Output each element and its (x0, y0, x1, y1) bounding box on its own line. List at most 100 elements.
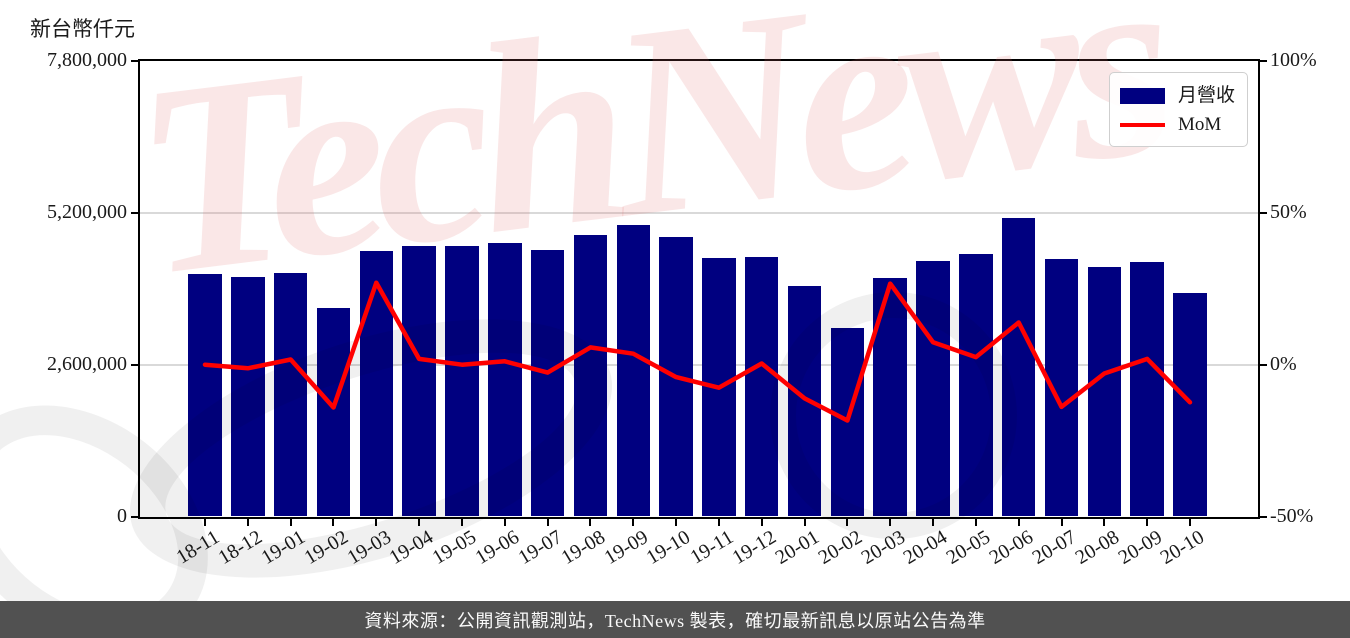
x-tick-label-19-11: 19-11 (686, 525, 738, 569)
x-tick (332, 518, 335, 526)
bar-20-01 (787, 285, 822, 517)
bar-20-05 (959, 254, 993, 517)
left-tick-label: 5,200,000 (47, 200, 127, 223)
bar-19-07 (530, 250, 565, 517)
bar-19-02 (316, 307, 351, 517)
legend-bar-swatch (1120, 88, 1165, 104)
legend-item-revenue: 月營收 (1120, 85, 1237, 107)
bar-19-05 (445, 246, 479, 517)
x-tick (1146, 518, 1149, 526)
x-tick (846, 518, 849, 526)
bottom-spine (138, 516, 1260, 519)
left-tick (131, 60, 138, 62)
x-tick (1189, 518, 1191, 526)
x-tick (1103, 518, 1106, 526)
x-tick (375, 518, 378, 526)
right-tick-label: 100% (1270, 49, 1317, 71)
x-tick-label-20-07: 20-07 (1028, 525, 1080, 569)
x-tick (760, 518, 763, 526)
bar-20-03 (873, 278, 907, 517)
source-footer: 資料來源：公開資訊觀測站，TechNews 製表，確切最新訊息以原站公告為準 (0, 601, 1350, 638)
x-tick (503, 518, 506, 526)
right-tick-label: 0% (1270, 352, 1297, 375)
right-spine (1258, 61, 1260, 519)
x-tick-label-19-08: 19-08 (557, 525, 609, 569)
bar-20-09 (1130, 261, 1164, 517)
right-tick-label: -50% (1270, 504, 1314, 527)
bar-18-11 (188, 274, 222, 517)
bar-19-10 (659, 237, 693, 517)
bar-20-02 (830, 328, 865, 517)
bar-19-12 (744, 257, 779, 517)
right-tick (1260, 211, 1267, 214)
x-tick (675, 518, 678, 526)
left-tick (131, 211, 138, 214)
bar-19-11 (702, 258, 736, 517)
legend-bar-label: 月營收 (1178, 85, 1236, 106)
x-tick-label-20-05: 20-05 (942, 525, 995, 569)
left-tick-label: 7,800,000 (47, 49, 127, 71)
x-tick (289, 518, 292, 526)
x-tick (974, 518, 977, 526)
bar-19-04 (402, 246, 436, 517)
right-tick (1260, 515, 1267, 518)
x-tick (889, 518, 892, 526)
x-tick (246, 518, 249, 526)
bar-18-12 (231, 277, 265, 517)
x-tick-label-20-04: 20-04 (900, 525, 952, 569)
left-tick (131, 363, 138, 366)
x-tick-label-19-03: 19-03 (343, 525, 395, 569)
x-tick (717, 518, 720, 526)
x-tick-label-20-06: 20-06 (985, 525, 1038, 569)
bar-19-08 (573, 235, 608, 517)
x-tick-label-19-09: 19-09 (600, 525, 652, 569)
x-tick-label-19-02: 19-02 (300, 525, 352, 569)
bar-19-09 (616, 225, 650, 517)
x-tick-label-20-09: 20-09 (1114, 525, 1166, 569)
x-tick (1060, 518, 1063, 526)
x-tick-label-19-10: 19-10 (643, 525, 695, 569)
left-tick-label: 0 (117, 504, 127, 527)
y-axis-unit-label: 新台幣仟元 (30, 17, 135, 41)
x-tick (632, 518, 635, 526)
bar-20-06 (1001, 217, 1036, 517)
left-tick-label: 2,600,000 (47, 352, 127, 375)
legend-line-label: MoM (1178, 114, 1222, 135)
legend-line-swatch (1120, 122, 1165, 128)
x-tick-label-19-05: 19-05 (428, 525, 481, 569)
bar-20-04 (916, 260, 950, 517)
bar-20-08 (1087, 266, 1122, 517)
x-tick (418, 518, 421, 526)
x-tick-label-19-01: 19-01 (257, 525, 309, 569)
bar-19-03 (359, 251, 394, 517)
x-tick (803, 518, 806, 526)
bar-19-06 (488, 243, 522, 517)
bar-20-10 (1173, 293, 1207, 517)
legend: 月營收 MoM (1109, 72, 1248, 147)
x-tick (589, 518, 592, 526)
right-tick (1260, 60, 1267, 62)
x-tick-label-20-10: 20-10 (1156, 525, 1209, 569)
x-tick (204, 518, 206, 526)
x-tick-label-20-08: 20-08 (1071, 525, 1123, 569)
x-tick-label-19-06: 19-06 (471, 525, 524, 569)
x-tick-label-20-01: 20-01 (771, 525, 823, 569)
bar-20-07 (1044, 259, 1079, 517)
top-spine (138, 59, 1260, 61)
x-tick-label-20-02: 20-02 (814, 525, 866, 569)
x-tick-label-18-11: 18-11 (172, 525, 224, 569)
x-tick (1017, 518, 1020, 526)
x-tick-label-18-12: 18-12 (214, 525, 267, 569)
x-tick (546, 518, 549, 526)
x-tick-label-19-12: 19-12 (728, 525, 781, 569)
legend-item-mom: MoM (1120, 114, 1237, 136)
right-tick-label: 50% (1270, 200, 1307, 223)
gridline (140, 211, 1258, 214)
left-spine (138, 61, 140, 519)
x-tick-label-19-07: 19-07 (514, 525, 566, 569)
bar-19-01 (273, 273, 308, 517)
x-tick-label-19-04: 19-04 (386, 525, 438, 569)
x-tick (460, 518, 463, 526)
x-tick (932, 518, 935, 526)
